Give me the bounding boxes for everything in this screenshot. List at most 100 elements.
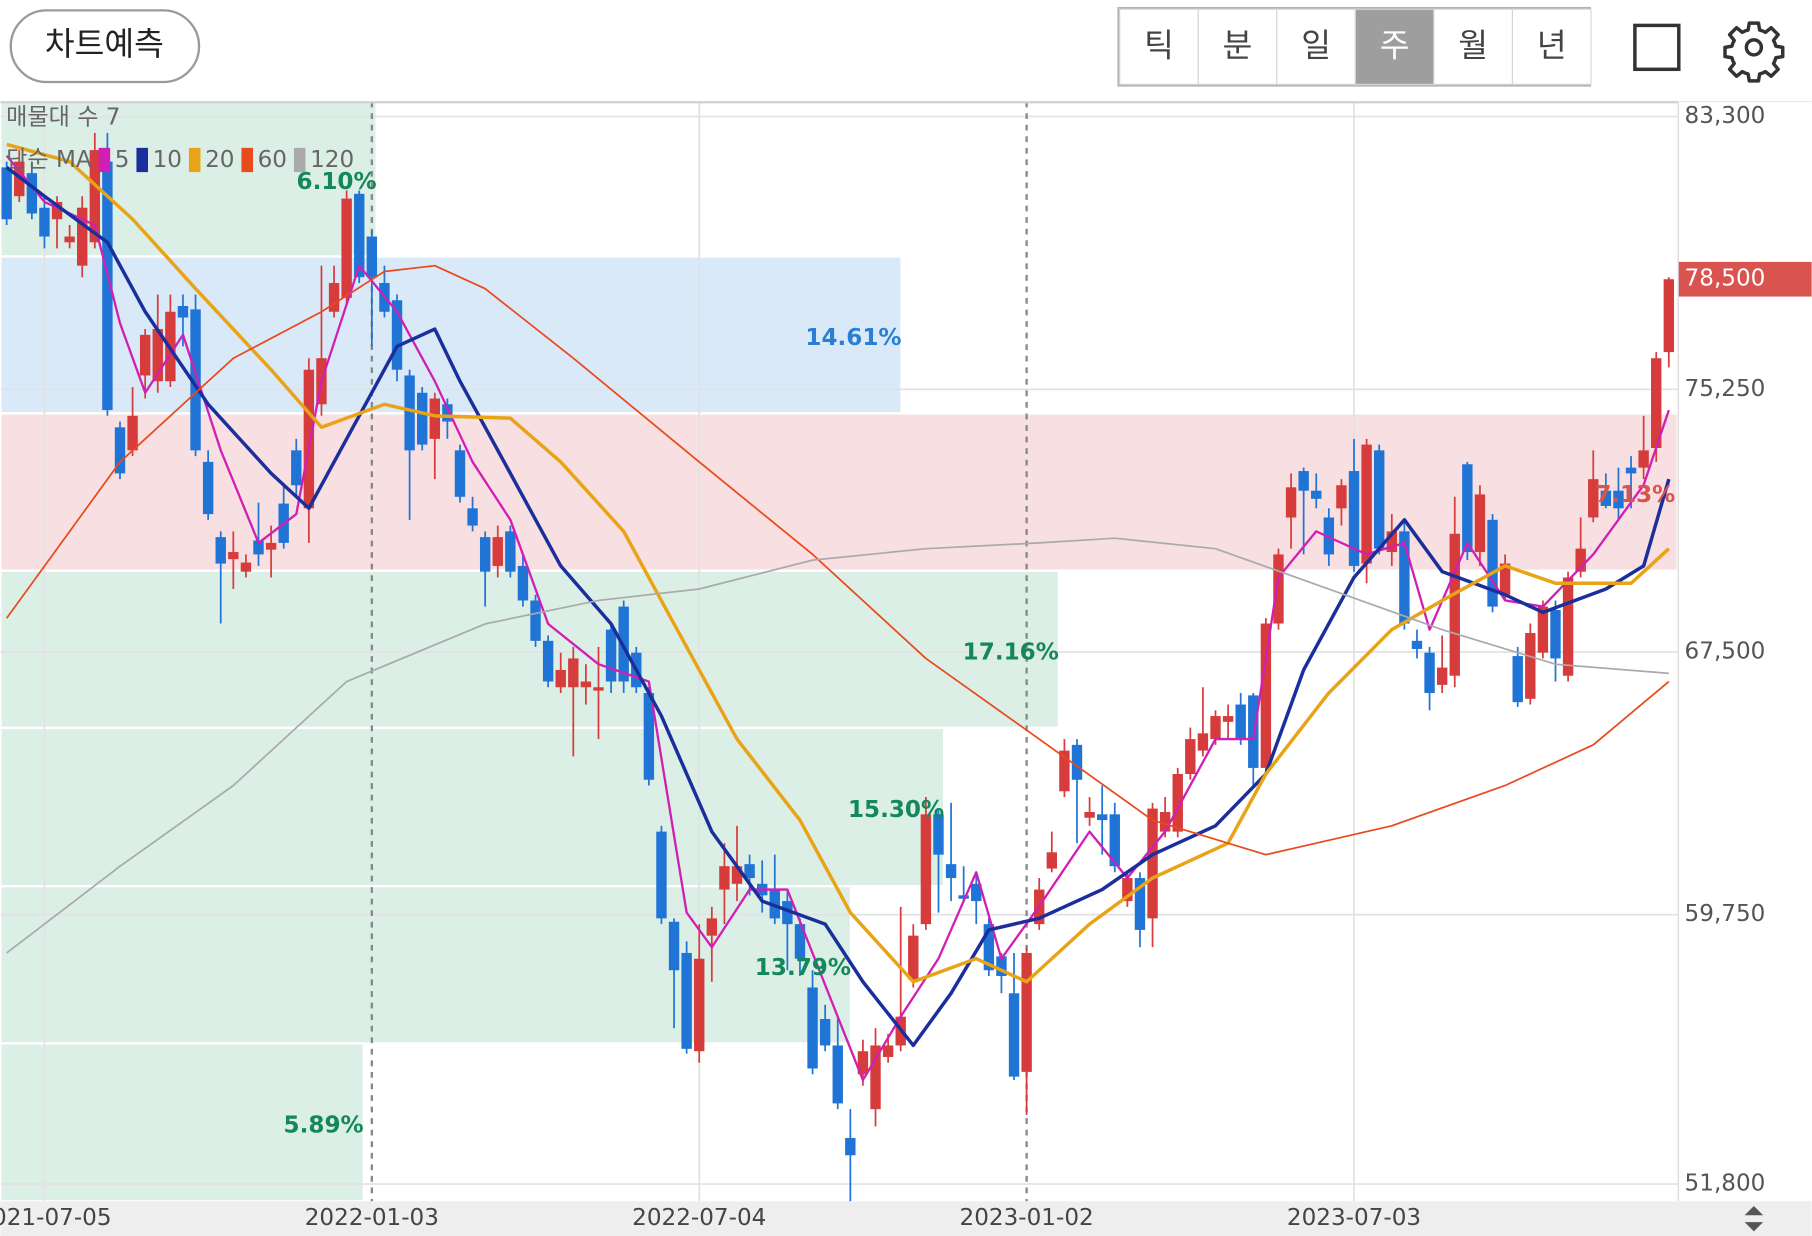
tab[interactable] [1119,8,1199,85]
candle-body [1588,479,1599,518]
candle-body [1071,744,1083,780]
candle-body [1046,852,1058,869]
y-tick-label: 75,250 [1685,376,1766,402]
candle-body [152,329,163,382]
ma-legend-title: 단순 MA [6,147,92,173]
band-percent-label: 14.61% [805,325,901,351]
tab-label[interactable]: 일 [1301,26,1331,64]
button-label[interactable]: 차트예측 [45,25,164,63]
candle-body [870,1045,881,1110]
candle-body [933,814,944,855]
volume-profile-title: 매물대 수 7 [6,104,120,130]
volume-band [0,1042,365,1202]
tab[interactable] [1197,8,1278,85]
candle-body [971,883,982,902]
y-tick-label: 83,300 [1685,103,1766,129]
axis-resize-icon[interactable] [1744,1205,1764,1232]
tab-label[interactable]: 년 [1537,26,1567,64]
candle-body [77,207,88,266]
candle-body [706,918,718,936]
candle-body [1348,471,1360,566]
candle-body [694,958,705,1052]
x-tick-label: 2023-07-03 [1287,1205,1421,1231]
candle-body [1562,577,1574,676]
gear-outline[interactable] [1723,21,1785,83]
candle-body [1663,279,1675,353]
candle-body [1021,952,1032,1072]
y-tick-label: 59,750 [1685,901,1766,927]
tab-label[interactable]: 월 [1458,26,1488,64]
candle-body [1487,519,1498,607]
candle-body [530,600,541,641]
candle-body [908,935,919,980]
candle-body [656,831,667,919]
volume-band [0,885,853,1045]
button-frame[interactable] [9,9,201,84]
tab-label[interactable]: 분 [1223,26,1253,64]
candle-body [1424,652,1435,694]
candle-body [505,531,516,572]
candle-body [1134,878,1146,930]
candle-body [1449,533,1460,676]
candle-body [442,404,453,422]
candle-body [228,552,239,560]
moving-average-line [5,166,1671,1048]
candle-body [215,537,226,564]
candle-body [39,207,50,237]
legend-swatch [136,147,148,173]
candle-body [51,201,63,220]
tab[interactable] [1511,8,1592,85]
candle-body [1575,548,1586,572]
predict-button[interactable]: 차트예측 [9,9,201,84]
moving-average-line [6,264,1670,856]
band-percent-label: 6.10% [297,169,377,195]
y-tick-label: 51,800 [1685,1171,1766,1197]
candle-body [1,167,12,220]
candle-body [605,629,617,682]
tab[interactable] [1276,8,1356,85]
band-percent-label: 15.30% [848,797,944,823]
settings-icon[interactable] [1723,21,1785,83]
candle-body [580,681,592,688]
tab-label[interactable]: 틱 [1144,26,1174,64]
candle-body [1361,444,1372,564]
candle-body [643,693,655,780]
candle-body [568,658,579,688]
candle-body [1084,811,1095,818]
candle-body [190,309,201,451]
fullscreen-icon[interactable] [1633,23,1681,72]
candle-body [542,640,554,682]
candle-body [744,864,755,879]
price-tag-label: 78,500 [1685,266,1766,292]
candle-body [64,236,75,243]
date-axis-panel [0,1201,1812,1236]
candle-body [996,956,1007,976]
candle-body [341,198,352,298]
legend-label: 20 [205,147,234,173]
legend-swatch [293,147,306,173]
gear-hole[interactable] [1744,38,1764,57]
y-tick-label: 67,500 [1685,639,1766,665]
legend-swatch [188,147,201,173]
band-percent-label: 7.13% [1595,482,1675,508]
candle-body [1600,490,1612,506]
candle-body [1260,623,1272,768]
candle-body [177,306,189,318]
candle-body [1096,814,1108,821]
candle-body [1210,716,1221,740]
candle-body [114,427,126,474]
candle-body [1436,667,1448,685]
tab-label[interactable]: 주 [1380,26,1410,64]
candle-body [139,334,151,376]
candle-body [1537,606,1549,653]
candle-body [1273,554,1284,624]
volume-band [0,569,1061,730]
candle-body [127,415,138,451]
candle-body [782,901,793,925]
candle-body [1109,814,1120,867]
tab[interactable] [1433,8,1514,85]
candle-body [1474,494,1486,553]
candle-body [1374,450,1385,549]
moving-average-line [5,155,1670,1082]
candle-body [1235,704,1246,740]
